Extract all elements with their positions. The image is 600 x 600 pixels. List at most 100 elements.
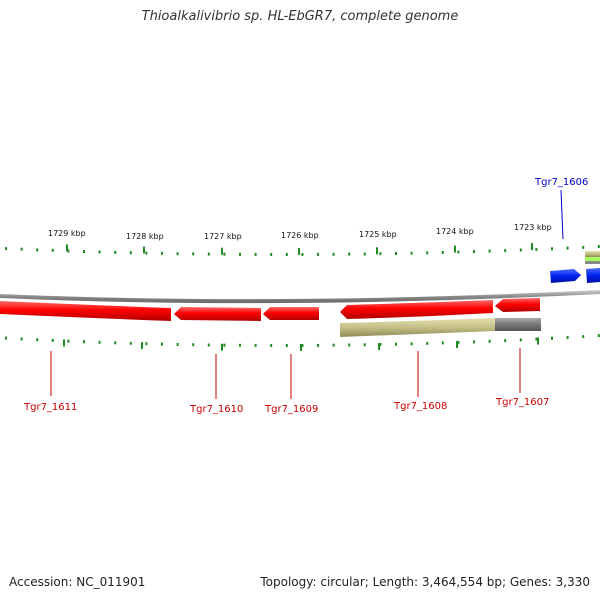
minor-tick: [535, 337, 538, 341]
scale-label-1724: 1724 kbp: [436, 227, 474, 236]
major-tick: [531, 243, 533, 251]
genome-backbone: [0, 290, 600, 304]
minor-tick: [535, 247, 538, 251]
minor-tick: [488, 339, 491, 343]
minor-tick: [582, 245, 585, 249]
major-tick: [141, 342, 143, 350]
minor-tick: [285, 344, 288, 347]
feature-green-partial[interactable]: [585, 257, 600, 261]
major-tick: [300, 344, 302, 351]
minor-tick: [582, 335, 585, 339]
minor-tick: [67, 249, 70, 253]
minor-tick: [426, 251, 429, 255]
minor-tick: [145, 342, 148, 346]
major-tick: [454, 245, 456, 253]
major-tick: [376, 247, 378, 255]
feature-bar-olive[interactable]: [340, 318, 495, 337]
minor-tick: [348, 343, 351, 347]
leader-tgr7-1606: [560, 189, 564, 240]
gene-label-tgr7-1608[interactable]: Tgr7_1608: [393, 401, 447, 412]
minor-tick: [270, 344, 273, 347]
major-tick: [221, 247, 223, 255]
scale-label-1729: 1729 kbp: [48, 229, 86, 238]
major-tick: [63, 339, 65, 347]
minor-tick: [207, 252, 210, 256]
minor-tick: [270, 253, 273, 256]
scale-label-1727: 1727 kbp: [204, 232, 242, 241]
minor-tick: [161, 251, 163, 255]
minor-tick: [551, 336, 553, 340]
gene-label-tgr7-1606[interactable]: Tgr7_1606: [534, 177, 588, 188]
minor-tick: [223, 343, 226, 347]
gene-arrow-tgr7-1607[interactable]: [495, 298, 540, 312]
minor-tick: [192, 252, 195, 256]
accession-text: Accession: NC_011901: [9, 575, 146, 589]
minor-tick: [348, 252, 351, 256]
major-tick: [298, 248, 300, 255]
feature-olive-partial[interactable]: [585, 251, 600, 257]
scale-label-1725: 1725 kbp: [359, 230, 397, 239]
minor-tick: [36, 248, 39, 252]
gene-arrow-tgr7-1609[interactable]: [263, 307, 319, 320]
major-tick: [221, 343, 223, 351]
gene-arrow-forward-partial[interactable]: [586, 268, 600, 283]
minor-tick: [36, 338, 39, 342]
minor-tick: [254, 252, 257, 256]
minor-tick: [551, 247, 553, 251]
gene-arrow-tgr7-1608[interactable]: [340, 300, 493, 319]
minor-tick: [301, 253, 304, 256]
gene-arrow-tgr7-1611[interactable]: [0, 301, 171, 321]
minor-tick: [473, 340, 475, 344]
major-tick: [537, 337, 539, 345]
minor-tick: [597, 334, 600, 338]
minor-tick: [457, 340, 460, 344]
minor-tick: [114, 250, 117, 254]
minor-tick: [20, 337, 23, 341]
minor-tick: [566, 336, 569, 339]
minor-tick: [239, 252, 241, 256]
minor-tick: [67, 339, 70, 343]
minor-tick: [426, 341, 429, 345]
minor-tick: [161, 342, 163, 346]
minor-tick: [5, 247, 7, 251]
minor-tick: [223, 252, 226, 256]
minor-tick: [441, 251, 444, 254]
minor-tick: [51, 338, 54, 342]
minor-tick: [363, 343, 366, 347]
minor-tick: [317, 343, 319, 347]
gene-arrow-tgr7-1610[interactable]: [174, 307, 261, 321]
minor-tick: [239, 343, 241, 347]
minor-tick: [83, 340, 85, 344]
scale-label-1726: 1726 kbp: [281, 231, 319, 240]
minor-tick: [410, 342, 413, 346]
minor-tick: [504, 339, 507, 343]
minor-tick: [285, 253, 288, 256]
minor-tick: [566, 246, 569, 250]
minor-tick: [176, 252, 179, 256]
minor-tick: [98, 340, 101, 344]
genome-title: Thioalkalivibrio sp. HL-EbGR7, complete …: [141, 9, 459, 24]
minor-tick: [504, 249, 507, 253]
major-tick: [378, 343, 380, 351]
minor-tick: [114, 341, 117, 345]
minor-tick: [473, 250, 475, 254]
scale-label-1728: 1728 kbp: [126, 232, 164, 241]
minor-tick: [597, 245, 600, 249]
scale-tick-ring: [5, 243, 600, 256]
minor-tick: [129, 341, 132, 345]
minor-tick: [145, 251, 148, 255]
gene-label-tgr7-1609[interactable]: Tgr7_1609: [264, 404, 318, 415]
gene-arrow-tgr7-1606[interactable]: [550, 269, 581, 283]
minor-tick: [51, 248, 54, 252]
minor-tick: [317, 252, 319, 256]
feature-gray-partial[interactable]: [585, 261, 600, 264]
gene-label-tgr7-1607[interactable]: Tgr7_1607: [495, 397, 549, 408]
feature-bar-gray[interactable]: [495, 318, 541, 331]
minor-tick: [363, 252, 366, 256]
minor-tick: [176, 343, 179, 346]
minor-tick: [332, 343, 335, 347]
minor-tick: [519, 248, 522, 252]
gene-label-tgr7-1610[interactable]: Tgr7_1610: [189, 404, 243, 415]
gene-label-tgr7-1611[interactable]: Tgr7_1611: [23, 402, 77, 413]
